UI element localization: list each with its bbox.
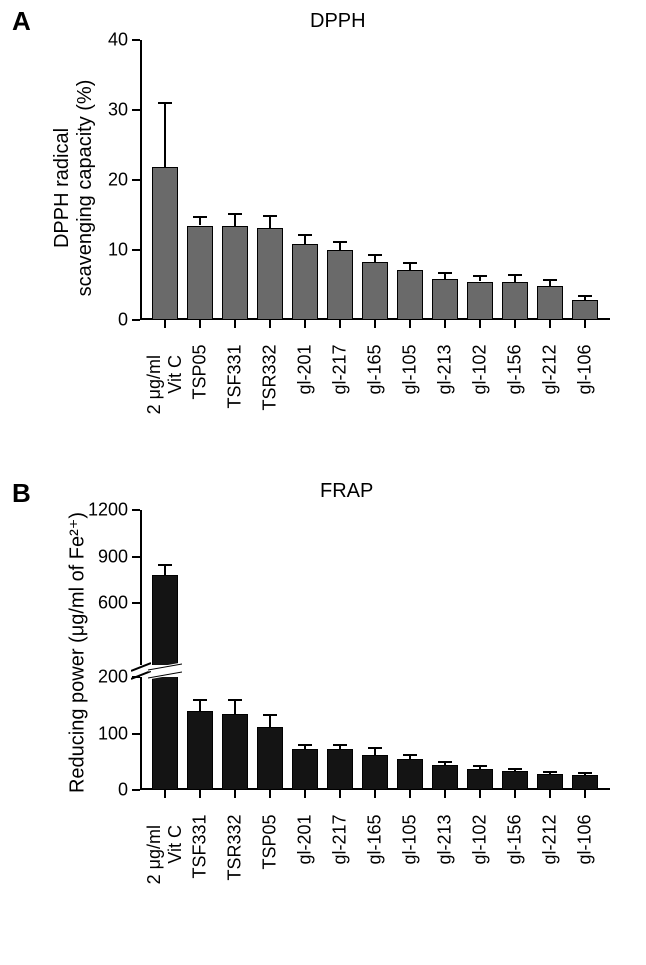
y-tick-label: 10 — [80, 240, 128, 261]
bar — [572, 300, 598, 320]
bar — [222, 714, 248, 790]
bar — [187, 226, 213, 321]
x-tick-label: gl-156 — [505, 815, 526, 915]
x-tick-label: gl-106 — [575, 345, 596, 445]
bar — [432, 765, 458, 790]
panel-b-label: B — [12, 478, 31, 509]
x-tick-label: TSR332 — [225, 815, 246, 915]
bar — [362, 755, 388, 790]
y-tick-label: 100 — [70, 723, 128, 744]
bar — [187, 711, 213, 790]
panel-b-plot: 010020060090012002 μg/mlVit CTSF331TSR33… — [140, 510, 610, 790]
x-tick-label: gl-213 — [435, 345, 456, 445]
x-tick-label: gl-106 — [575, 815, 596, 915]
bar — [537, 774, 563, 790]
panel-a-label: A — [12, 6, 31, 37]
bar — [502, 771, 528, 790]
x-tick-label: gl-102 — [470, 345, 491, 445]
x-tick-label: 2 μg/mlVit C — [144, 355, 186, 455]
x-tick-label: gl-217 — [330, 815, 351, 915]
bar — [292, 244, 318, 320]
y-tick-label: 40 — [80, 30, 128, 51]
x-tick-label: gl-212 — [540, 345, 561, 445]
bar — [152, 677, 178, 790]
x-tick-label: gl-105 — [400, 345, 421, 445]
x-tick-label: 2 μg/mlVit C — [144, 825, 186, 925]
x-tick-label: gl-105 — [400, 815, 421, 915]
bar — [432, 279, 458, 320]
x-tick-label: gl-102 — [470, 815, 491, 915]
bar — [502, 282, 528, 320]
bar — [257, 727, 283, 790]
x-tick-label: TSR332 — [260, 345, 281, 445]
x-tick-label: TSP05 — [190, 345, 211, 445]
bar — [572, 775, 598, 790]
bar — [362, 262, 388, 320]
bar — [327, 749, 353, 790]
bar — [467, 769, 493, 790]
bar — [257, 228, 283, 320]
x-tick-label: gl-165 — [365, 815, 386, 915]
x-tick-label: TSF331 — [225, 345, 246, 445]
x-tick-label: gl-156 — [505, 345, 526, 445]
bar — [467, 282, 493, 321]
bar — [327, 250, 353, 320]
y-tick-label: 30 — [80, 100, 128, 121]
bar — [397, 759, 423, 790]
bar — [397, 270, 423, 320]
y-tick-label: 1200 — [70, 500, 128, 521]
x-tick-label: TSP05 — [260, 815, 281, 915]
bar — [222, 226, 248, 320]
y-tick-label: 200 — [70, 667, 128, 688]
y-tick-label: 0 — [70, 780, 128, 801]
x-tick-label: TSF331 — [190, 815, 211, 915]
y-tick-label: 600 — [70, 593, 128, 614]
bar — [537, 286, 563, 320]
panel-b-ylabel: Reducing power (μg/ml of Fe²⁺) — [65, 498, 90, 808]
bar — [292, 749, 318, 790]
bar — [152, 575, 178, 665]
x-tick-label: gl-213 — [435, 815, 456, 915]
panel-a-title: DPPH — [310, 10, 366, 33]
x-tick-label: gl-165 — [365, 345, 386, 445]
y-tick-label: 20 — [80, 170, 128, 191]
x-tick-label: gl-217 — [330, 345, 351, 445]
y-tick-label: 0 — [80, 310, 128, 331]
x-tick-label: gl-212 — [540, 815, 561, 915]
panel-a-plot: 0102030402 μg/mlVit CTSP05TSF331TSR332gl… — [140, 40, 610, 320]
x-tick-label: gl-201 — [295, 815, 316, 915]
bar — [152, 167, 178, 320]
y-tick-label: 900 — [70, 546, 128, 567]
x-tick-label: gl-201 — [295, 345, 316, 445]
panel-b-title: FRAP — [320, 480, 373, 503]
